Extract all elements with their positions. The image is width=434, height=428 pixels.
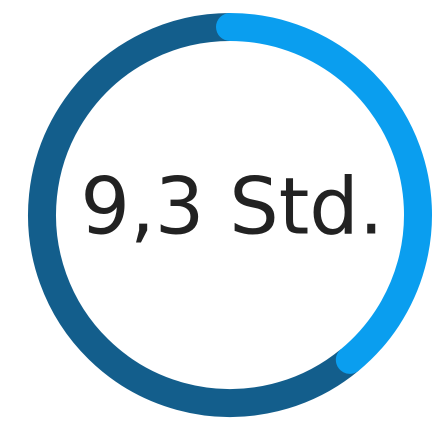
center-label: 9,3 Std.	[80, 162, 383, 252]
ring-segment	[216, 13, 432, 374]
ring-segment	[28, 13, 359, 417]
ring	[28, 13, 432, 417]
